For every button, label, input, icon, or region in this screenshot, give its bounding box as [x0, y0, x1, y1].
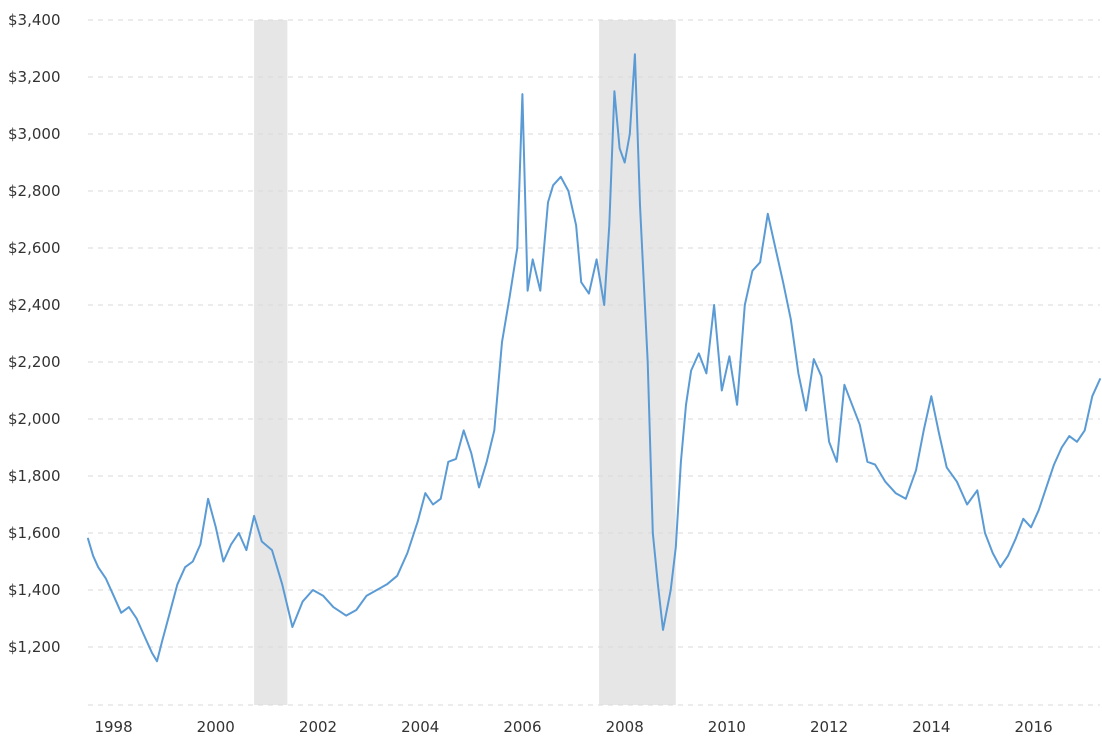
- x-tick-label: 2008: [606, 718, 644, 736]
- x-tick-label: 2000: [197, 718, 235, 736]
- y-tick-label: $3,000: [8, 125, 61, 143]
- y-tick-label: $1,800: [8, 467, 61, 485]
- y-tick-label: $1,200: [8, 638, 61, 656]
- gridlines: [88, 19, 1100, 706]
- y-tick-label: $2,400: [8, 296, 61, 314]
- x-tick-label: 2016: [1014, 718, 1052, 736]
- y-tick-label: $2,800: [8, 182, 61, 200]
- x-tick-label: 2004: [401, 718, 439, 736]
- x-tick-label: 2006: [503, 718, 541, 736]
- y-tick-label: $1,600: [8, 524, 61, 542]
- x-tick-label: 2012: [810, 718, 848, 736]
- series-layer: [87, 53, 1101, 663]
- x-axis-tick-labels: 1998 2000 2002 2004 2006 2008 2010 2012 2014 2016: [94, 718, 1052, 736]
- series-line-1: [87, 53, 1101, 663]
- y-tick-label: $2,600: [8, 239, 61, 257]
- y-tick-label: $3,200: [8, 68, 61, 86]
- y-tick-label: $2,000: [8, 410, 61, 428]
- y-tick-label: $3,400: [8, 11, 61, 29]
- x-tick-label: 2014: [912, 718, 950, 736]
- x-tick-label: 1998: [94, 718, 132, 736]
- y-tick-label: $1,400: [8, 581, 61, 599]
- x-tick-label: 2002: [299, 718, 337, 736]
- x-tick-label: 2010: [708, 718, 746, 736]
- y-axis-tick-labels: $1,200 $1,400 $1,600 $1,800 $2,000 $2,200 $2,4…: [8, 11, 61, 656]
- y-tick-label: $2,200: [8, 353, 61, 371]
